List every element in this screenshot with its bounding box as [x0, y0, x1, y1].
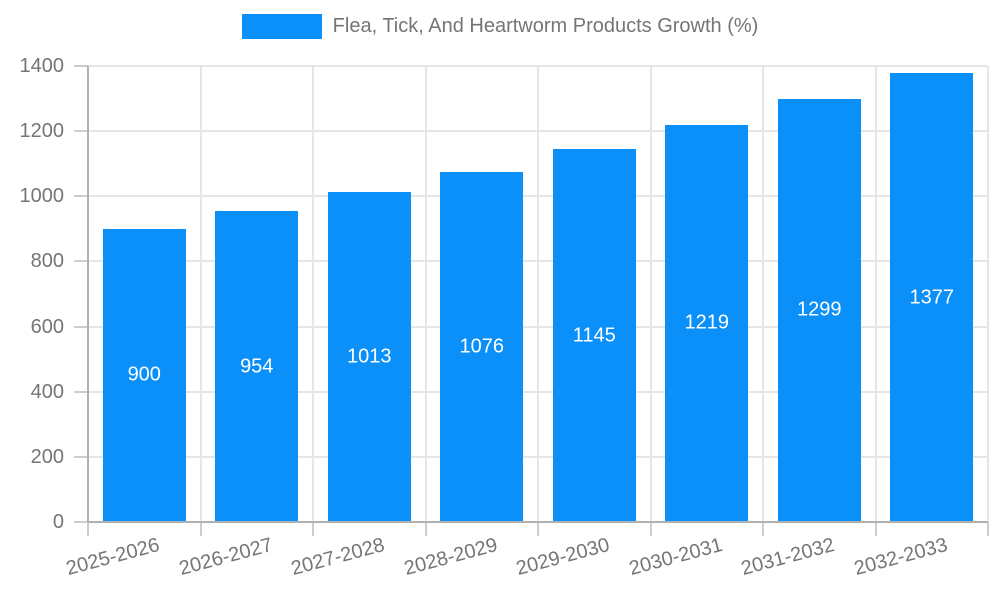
x-tick-mark [424, 522, 427, 536]
y-tick-label: 0 [52, 511, 64, 533]
x-gridline [649, 66, 652, 522]
bar-value-label: 1299 [797, 298, 842, 321]
bar-value-label: 1013 [347, 345, 392, 368]
x-tick-mark [987, 522, 989, 536]
bar-value-label: 900 [127, 363, 161, 386]
bar[interactable]: 1013 [327, 192, 411, 522]
bar[interactable]: 900 [102, 228, 186, 522]
bar[interactable]: 1076 [440, 171, 524, 522]
y-tick-mark [74, 521, 88, 523]
bar-value-label: 1377 [909, 286, 955, 309]
y-tick-label: 1200 [19, 120, 65, 143]
y-tick-label: 600 [30, 315, 64, 338]
bar[interactable]: 1145 [552, 149, 636, 522]
x-gridline [312, 66, 314, 522]
bar[interactable]: 1299 [777, 98, 861, 522]
legend-swatch [241, 14, 322, 39]
legend-label: Flea, Tick, And Heartworm Products Growt… [332, 15, 759, 37]
x-gridline [762, 66, 764, 522]
y-tick-label: 200 [30, 445, 64, 468]
y-tick-mark [74, 390, 88, 393]
bar-value-label: 1219 [684, 311, 730, 334]
x-tick-mark [649, 522, 652, 536]
x-tick-mark [199, 522, 202, 536]
x-gridline [987, 66, 989, 522]
bar[interactable]: 1219 [665, 124, 749, 522]
bar-value-label: 1145 [572, 324, 616, 347]
y-tick-mark [74, 195, 88, 198]
x-tick-mark [87, 522, 89, 536]
y-tick-label: 800 [30, 250, 64, 273]
x-tick-mark [312, 522, 314, 536]
y-tick-label: 1400 [19, 55, 65, 77]
bar[interactable]: 954 [215, 211, 299, 522]
x-tick-mark [537, 522, 539, 536]
y-tick-mark [74, 130, 88, 133]
x-tick-mark [762, 522, 764, 536]
y-axis-line [87, 66, 89, 522]
y-tick-mark [74, 65, 88, 67]
y-tick-mark [74, 455, 88, 458]
x-gridline [537, 66, 539, 522]
bar-value-label: 954 [240, 355, 274, 378]
bar-value-label: 1076 [459, 335, 505, 358]
x-axis-line [88, 521, 988, 523]
x-gridline [424, 66, 427, 522]
x-tick-mark [874, 522, 877, 536]
y-tick-mark [74, 260, 88, 263]
y-tick-label: 400 [30, 380, 64, 403]
y-tick-label: 1000 [19, 185, 65, 208]
x-gridline [199, 66, 202, 522]
chart-legend[interactable]: Flea, Tick, And Heartworm Products Growt… [0, 14, 1000, 39]
x-gridline [874, 66, 877, 522]
y-tick-mark [74, 325, 88, 328]
bar[interactable]: 1377 [890, 73, 974, 522]
